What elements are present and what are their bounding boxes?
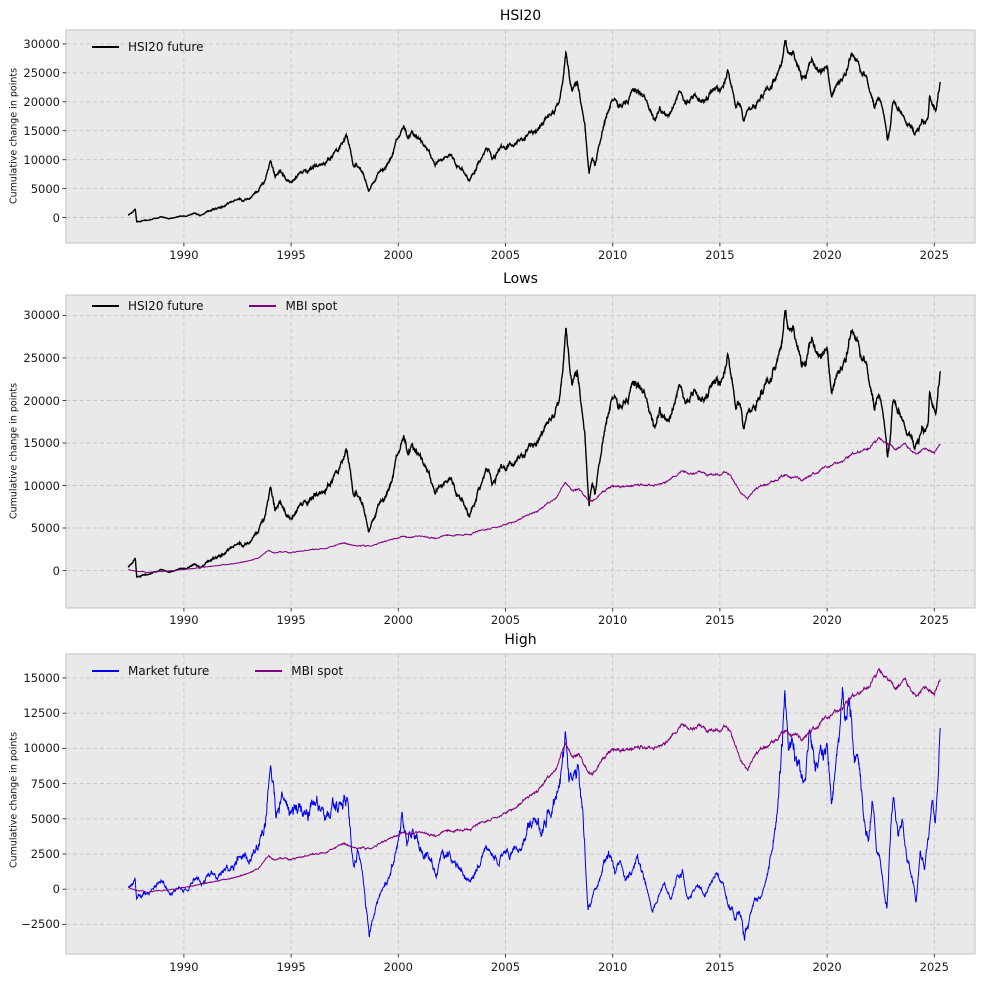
x-tick-label: 2005 bbox=[490, 613, 521, 627]
subplot-title-hsi20: HSI20 bbox=[499, 8, 542, 24]
x-tick-label: 1995 bbox=[276, 248, 306, 262]
legend-item: HSI20 future bbox=[92, 40, 203, 54]
y-tick-label: 25000 bbox=[23, 350, 60, 365]
legend-middle: HSI20 future MBI spot bbox=[92, 299, 337, 313]
y-tick-label: 10000 bbox=[23, 152, 60, 167]
y-tick-label: 5000 bbox=[30, 181, 60, 196]
y-tick-label: 10000 bbox=[23, 741, 60, 756]
legend-item: HSI20 future bbox=[92, 299, 203, 313]
legend-line-swatch bbox=[92, 46, 119, 48]
x-tick-label: 2010 bbox=[598, 248, 628, 262]
x-tick-label: 2015 bbox=[705, 613, 735, 627]
y-tick-label: 5000 bbox=[30, 521, 60, 535]
x-tick-label: 1990 bbox=[169, 248, 199, 262]
y-tick-label: 15000 bbox=[23, 670, 60, 685]
x-tick-label: 2025 bbox=[919, 960, 949, 974]
y-tick-label: 0 bbox=[52, 882, 60, 897]
x-tick-label: 1995 bbox=[276, 960, 306, 974]
y-tick-label: 25000 bbox=[23, 65, 60, 80]
x-tick-label: 2005 bbox=[490, 960, 521, 974]
y-tick-label: 12500 bbox=[23, 706, 60, 721]
x-tick-label: 2010 bbox=[598, 613, 628, 627]
x-tick-label: 2015 bbox=[705, 248, 735, 262]
x-tick-label: 2005 bbox=[490, 248, 521, 262]
x-tick-label: 2020 bbox=[812, 960, 842, 974]
x-tick-label: 2020 bbox=[812, 248, 842, 262]
x-tick-label: 1995 bbox=[276, 613, 306, 627]
y-tick-label: 30000 bbox=[23, 308, 60, 323]
x-tick-label: 2000 bbox=[383, 960, 413, 974]
y-tick-label: −2500 bbox=[21, 917, 60, 932]
legend-line-swatch bbox=[255, 670, 283, 672]
legend-line-swatch bbox=[249, 305, 277, 307]
legend-line-swatch bbox=[92, 670, 119, 672]
legend-top: HSI20 future bbox=[92, 40, 203, 54]
legend-item: MBI spot bbox=[249, 299, 337, 313]
x-tick-label: 2010 bbox=[598, 960, 628, 974]
y-tick-label: 20000 bbox=[23, 94, 60, 109]
legend-item: Market future bbox=[92, 664, 209, 678]
legend-label: HSI20 future bbox=[128, 40, 204, 54]
y-tick-label: 0 bbox=[52, 210, 60, 225]
x-tick-label: 2025 bbox=[919, 613, 949, 627]
subplot-title-lows: Lows bbox=[503, 271, 538, 287]
x-tick-label: 2015 bbox=[705, 960, 735, 974]
x-tick-label: 1990 bbox=[169, 960, 199, 974]
y-tick-label: 15000 bbox=[23, 123, 60, 138]
legend-label: MBI spot bbox=[285, 299, 338, 313]
x-tick-label: 1990 bbox=[169, 613, 199, 627]
x-tick-label: 2000 bbox=[383, 613, 413, 627]
legend-label: MBI spot bbox=[291, 664, 344, 678]
legend-item: MBI spot bbox=[255, 664, 343, 678]
y-tick-label: 30000 bbox=[23, 36, 60, 51]
y-tick-label: 7500 bbox=[30, 776, 60, 791]
y-tick-label: 15000 bbox=[23, 436, 60, 450]
legend-label: HSI20 future bbox=[128, 299, 204, 313]
legend-line-swatch bbox=[92, 305, 119, 307]
y-tick-label: 5000 bbox=[30, 811, 60, 826]
x-tick-label: 2020 bbox=[812, 613, 842, 627]
legend-bottom: Market future MBI spot bbox=[92, 664, 343, 678]
y-tick-label: 0 bbox=[52, 563, 60, 578]
x-tick-label: 2025 bbox=[919, 248, 949, 262]
y-tick-label: 2500 bbox=[30, 847, 60, 861]
x-tick-label: 2000 bbox=[383, 248, 413, 262]
y-tick-label: 20000 bbox=[23, 393, 60, 408]
subplot-title-high: High bbox=[504, 632, 537, 648]
y-tick-label: 10000 bbox=[23, 478, 60, 493]
legend-label: Market future bbox=[128, 664, 210, 678]
